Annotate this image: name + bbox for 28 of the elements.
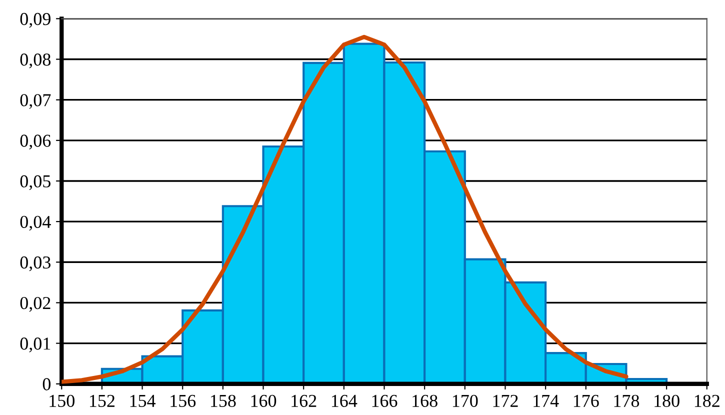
x-tick-label: 174 — [534, 394, 559, 407]
x-tick-label: 158 — [210, 394, 236, 407]
y-tick-label: 0,05 — [20, 175, 51, 190]
x-tick-label: 176 — [574, 394, 599, 407]
y-tick-label: 0,07 — [20, 94, 51, 109]
x-tick-label: 160 — [251, 394, 276, 407]
y-tick-label: 0,04 — [20, 216, 51, 231]
y-tick-label: 0,06 — [20, 134, 51, 150]
y-tick-label: 0,02 — [20, 296, 50, 312]
x-tick-label: 182 — [694, 394, 720, 407]
x-tick-label: 172 — [493, 394, 518, 407]
x-tick-label: 156 — [170, 394, 196, 407]
x-tick-label: 164 — [332, 394, 358, 407]
y-tick-label: 0,03 — [20, 256, 51, 272]
x-tick-label: 170 — [452, 394, 478, 407]
y-tick-label: 0,01 — [20, 338, 50, 352]
x-tick-label: 162 — [292, 394, 316, 407]
x-tick-label: 168 — [412, 394, 438, 407]
x-tick-label: 152 — [90, 394, 114, 407]
x-tick-label: 178 — [614, 394, 640, 407]
x-tick-label: 166 — [372, 394, 398, 407]
x-tick-label: 154 — [130, 394, 156, 407]
y-tick-label: 0,09 — [20, 12, 50, 28]
y-tick-label: 0 — [42, 378, 51, 390]
x-tick-label: 180 — [654, 394, 680, 407]
y-tick-label: 0,08 — [20, 54, 51, 68]
x-tick-label: 150 — [50, 394, 74, 407]
line-series — [62, 34, 628, 384]
